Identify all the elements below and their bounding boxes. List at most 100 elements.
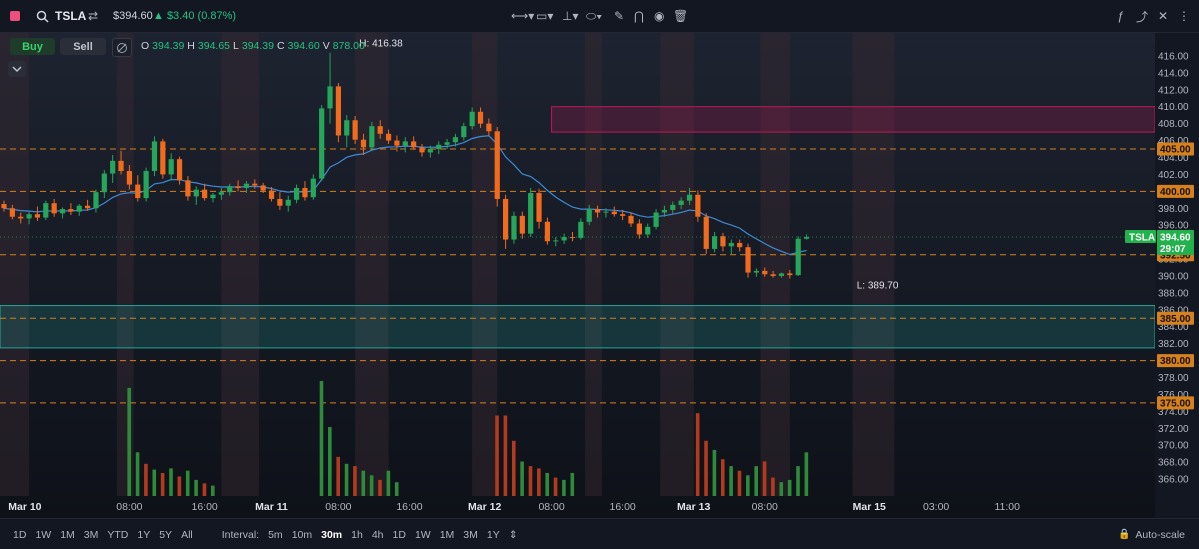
price-tag (1157, 354, 1194, 368)
autoscale-toggle[interactable]: 🔒 Auto-scale (1118, 529, 1185, 541)
candle (310, 178, 316, 198)
range-5y-button[interactable]: 5Y (159, 528, 173, 541)
candle (494, 131, 500, 199)
volume-bar (520, 461, 524, 496)
magnet-icon[interactable]: ⋂ (634, 9, 644, 23)
rectangle-tool-icon[interactable]: ▭▾ (536, 9, 554, 23)
candle (536, 193, 542, 222)
candle (151, 141, 158, 172)
interval-5m-button[interactable]: 5m (268, 528, 283, 541)
pencil-icon[interactable]: ✎ (614, 9, 625, 23)
candle (553, 240, 559, 242)
eye-icon[interactable]: ◉ (654, 9, 665, 23)
last-symbol-label: TSLA (1129, 233, 1155, 244)
line-tool-icon[interactable]: ⟷▾ (511, 9, 535, 23)
swap-icon[interactable]: ⇄ (88, 9, 99, 23)
candle (686, 194, 693, 201)
interval-30m-button[interactable]: 30m (321, 528, 343, 541)
interval-3m-button[interactable]: 3M (463, 528, 478, 541)
candle (335, 86, 341, 136)
y-tick-label: 406.00 (1158, 136, 1189, 147)
volume-bar (361, 470, 366, 496)
range-1w-button[interactable]: 1W (35, 528, 52, 541)
y-tick-label: 378.00 (1158, 373, 1189, 384)
volume-bar (528, 466, 533, 496)
candle (59, 209, 66, 214)
range-1d-button[interactable]: 1D (13, 528, 27, 541)
lock-icon: 🔒 (1117, 529, 1131, 540)
candle (101, 173, 107, 193)
buy-button[interactable]: Buy (10, 38, 55, 55)
session-shade (585, 33, 602, 496)
volume-bar (336, 456, 340, 496)
volume-bar (746, 475, 750, 496)
interval-1d-button[interactable]: 1D (392, 528, 406, 541)
volume-bar (762, 461, 767, 496)
volume-bar (177, 476, 182, 496)
price-tag-label: 400.00 (1160, 187, 1191, 198)
hide-trading-icon[interactable] (112, 38, 132, 57)
range-ytd-button[interactable]: YTD (107, 528, 129, 541)
range-1m-button[interactable]: 1M (60, 528, 75, 541)
range-3m-button[interactable]: 3M (83, 528, 99, 541)
candle (737, 242, 743, 248)
candle (252, 183, 258, 186)
symbol-label[interactable]: TSLA (55, 9, 87, 23)
x-tick-label: 11:00 (994, 501, 1020, 513)
range-1y-button[interactable]: 1Y (137, 528, 151, 541)
interval-sort-icon[interactable]: ⇕ (508, 528, 518, 541)
candle (603, 211, 609, 213)
interval-1m-button[interactable]: 1M (439, 528, 455, 541)
y-tick-label: 370.00 (1158, 441, 1189, 452)
volume-bar (495, 415, 499, 496)
volume-bar (511, 440, 516, 496)
square-icon[interactable] (10, 0, 20, 32)
candle (168, 159, 174, 175)
trash-icon[interactable]: 🗑 (673, 9, 689, 23)
candle (678, 200, 684, 205)
candle (243, 183, 250, 188)
ellipse-tool-icon[interactable]: ⬭▾ (586, 8, 603, 23)
session-shade (116, 33, 134, 496)
y-tick-label: 366.00 (1158, 475, 1189, 486)
candle (452, 137, 459, 143)
crossed-tools-icon[interactable]: ✕ (1158, 9, 1169, 23)
session-shade (355, 33, 389, 496)
y-tick-label: 410.00 (1158, 102, 1189, 113)
interval-1y-button[interactable]: 1Y (486, 528, 500, 541)
candle (26, 214, 32, 219)
price-tag (1157, 142, 1194, 156)
volume-bar (553, 477, 558, 496)
price-tag-label: 392.50 (1160, 250, 1191, 261)
indicator-icon[interactable]: ⤴ (1136, 9, 1149, 24)
price-tag-label: 405.00 (1160, 145, 1191, 156)
interval-1h-button[interactable]: 1h (351, 528, 363, 541)
range-all-button[interactable]: All (181, 528, 193, 541)
volume-bar (545, 473, 549, 496)
collapse-chevron-icon[interactable] (8, 61, 26, 77)
x-tick-label: Mar 15 (853, 501, 886, 513)
volume-bar (704, 440, 708, 496)
volume-bar (537, 468, 541, 496)
formula-icon[interactable]: ƒ (1117, 9, 1124, 23)
search-icon[interactable] (36, 0, 49, 32)
candle (176, 159, 183, 181)
volume-bar (185, 470, 190, 496)
sell-button[interactable]: Sell (60, 38, 106, 55)
candle (110, 160, 116, 174)
interval-1w-button[interactable]: 1W (414, 528, 431, 541)
crossed-tools-icon[interactable]: ⋮ (1178, 9, 1190, 23)
candle (461, 126, 467, 138)
volume-bar (503, 415, 508, 496)
y-tick-label: 368.00 (1158, 458, 1189, 469)
price-chart[interactable]: H: 416.38 L: 389.70 366.00 368.00 370.00 372.… (0, 33, 1199, 518)
candle (444, 142, 450, 145)
volume-bar (771, 477, 775, 496)
candle (561, 237, 567, 241)
interval-10m-button[interactable]: 10m (291, 528, 313, 541)
volume-bar (328, 427, 332, 496)
candle (210, 194, 216, 199)
interval-4h-button[interactable]: 4h (371, 528, 384, 541)
measure-tool-icon[interactable]: ⊥▾ (562, 9, 579, 23)
volume-bar (144, 463, 148, 496)
